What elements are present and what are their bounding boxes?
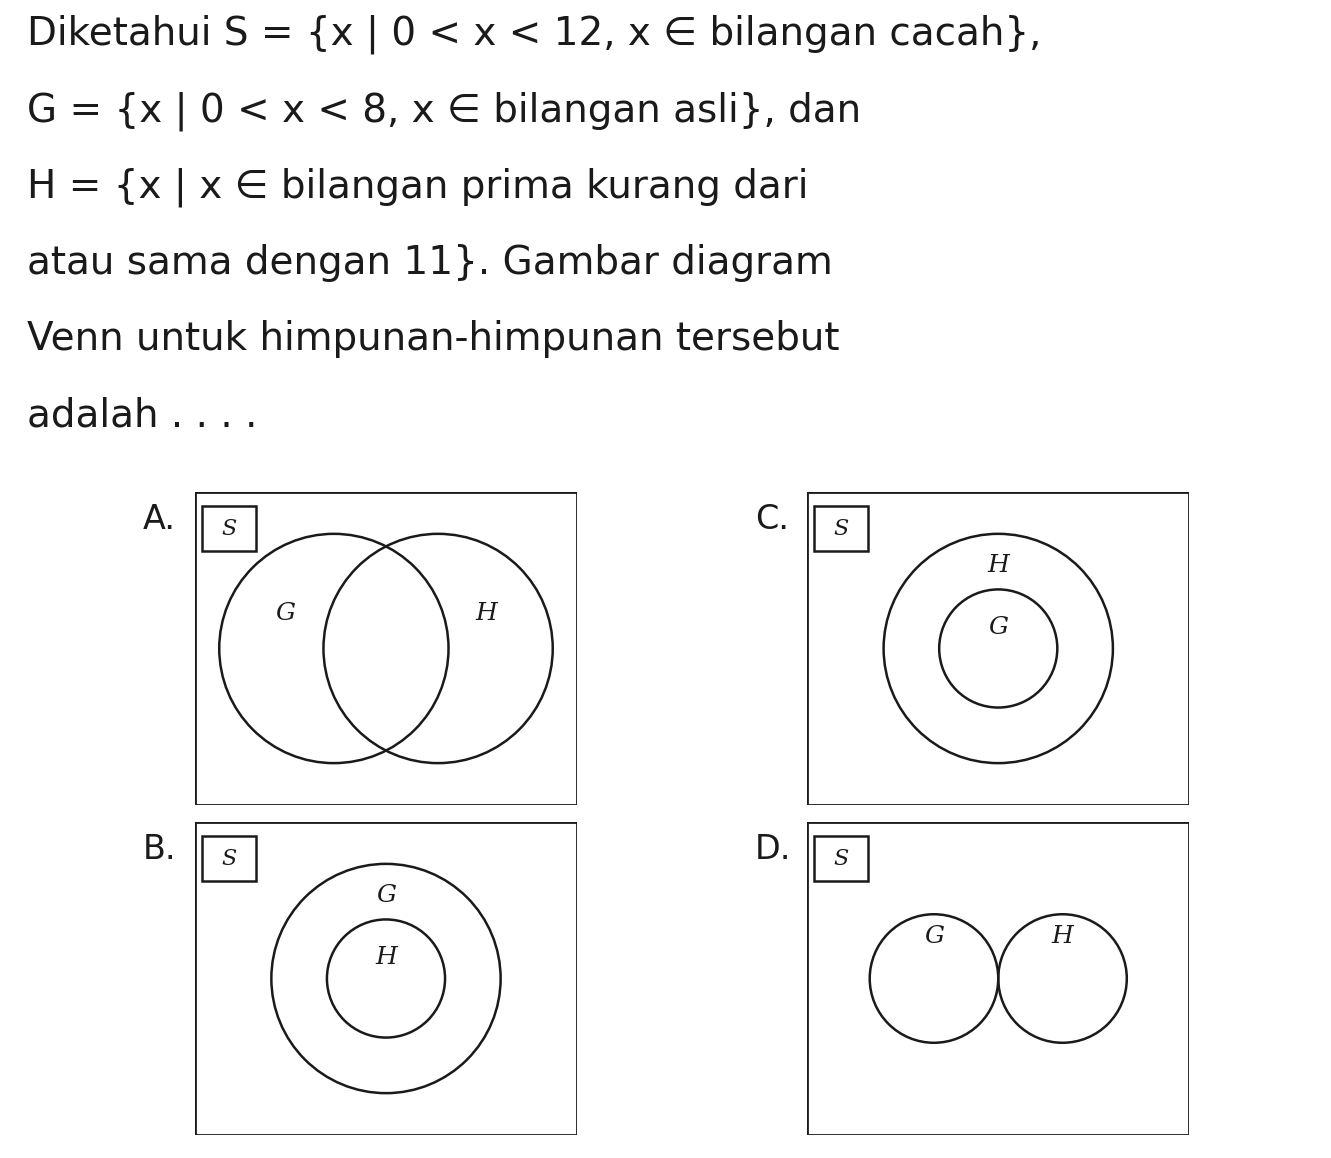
Text: S: S (221, 518, 237, 540)
Text: D.: D. (755, 834, 792, 866)
Text: C.: C. (755, 504, 789, 536)
Text: H: H (476, 602, 498, 625)
Text: H: H (988, 554, 1009, 577)
Text: B.: B. (142, 834, 177, 866)
Text: H: H (375, 946, 397, 969)
Text: G: G (375, 884, 397, 907)
Text: G = {x | 0 < x < 8, x ∈ bilangan asli}, dan: G = {x | 0 < x < 8, x ∈ bilangan asli}, … (27, 91, 861, 131)
Text: Venn untuk himpunan-himpunan tersebut: Venn untuk himpunan-himpunan tersebut (27, 320, 839, 358)
Text: G: G (988, 616, 1009, 639)
Text: H: H (1051, 925, 1073, 948)
Text: atau sama dengan 11}. Gambar diagram: atau sama dengan 11}. Gambar diagram (27, 243, 832, 281)
Text: adalah . . . .: adalah . . . . (27, 396, 257, 434)
Text: S: S (221, 848, 237, 870)
Bar (815, 836, 868, 881)
Text: H = {x | x ∈ bilangan prima kurang dari: H = {x | x ∈ bilangan prima kurang dari (27, 168, 808, 207)
Text: A.: A. (142, 504, 176, 536)
Bar (202, 506, 256, 551)
Text: S: S (833, 848, 849, 870)
Bar (202, 836, 256, 881)
Text: Diketahui S = {x | 0 < x < 12, x ∈ bilangan cacah},: Diketahui S = {x | 0 < x < 12, x ∈ bilan… (27, 15, 1041, 54)
Text: S: S (833, 518, 849, 540)
Text: G: G (276, 602, 295, 625)
Bar (815, 506, 868, 551)
Text: G: G (924, 925, 944, 948)
